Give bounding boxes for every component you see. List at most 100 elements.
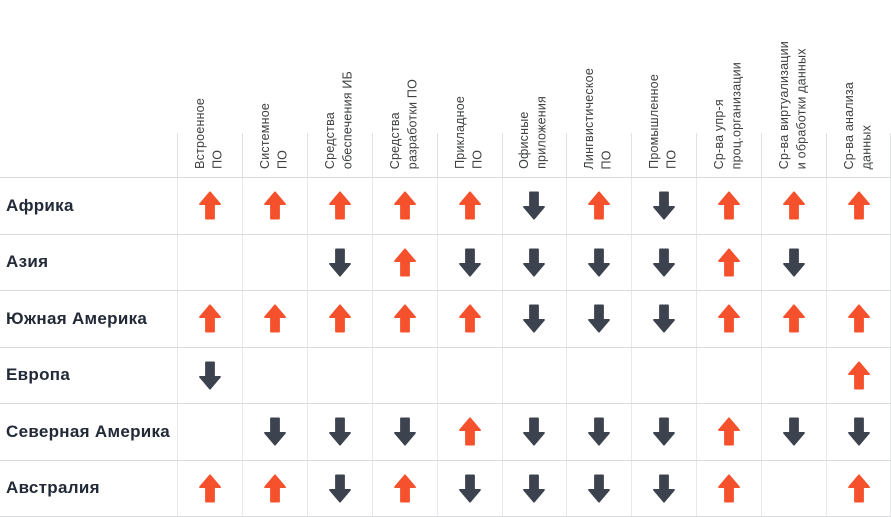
trend-cell <box>761 460 826 516</box>
column-header: Встроенное ПО <box>177 0 242 177</box>
column-header-label: Средства обеспечения ИБ <box>322 70 355 169</box>
trend-cell <box>306 404 372 460</box>
trend-down-arrow-icon <box>328 474 351 503</box>
trend-cell <box>501 460 567 516</box>
trend-up-arrow-icon <box>718 417 741 446</box>
column-header: Ср-ва упр-я проц.организации <box>696 0 761 177</box>
column-header-label: Встроенное ПО <box>192 98 225 169</box>
trend-up-arrow-icon <box>199 304 221 333</box>
trend-cell <box>501 347 567 403</box>
trend-cell <box>826 178 891 234</box>
trend-cell <box>241 234 307 290</box>
trend-up-arrow-icon <box>393 474 416 503</box>
column-header: Ср-ва виртуализации и обработки данных <box>761 0 826 177</box>
trend-up-arrow-icon <box>783 304 805 333</box>
column-header-label: Промышленное ПО <box>647 74 679 169</box>
column-header-label: Ср-ва виртуализации и обработки данных <box>777 40 809 169</box>
trend-cell <box>306 460 372 516</box>
trend-up-arrow-icon <box>263 474 286 503</box>
trend-cell <box>371 404 437 460</box>
trend-cell <box>371 347 437 403</box>
column-header: Офисные приложения <box>501 0 567 177</box>
trend-cell <box>826 234 891 290</box>
column-header: Средства обеспечения ИБ <box>306 0 372 177</box>
trend-down-arrow-icon <box>458 474 481 503</box>
trend-cell <box>566 234 631 290</box>
trend-down-arrow-icon <box>783 248 805 277</box>
trend-cell <box>371 178 437 234</box>
trend-up-arrow-icon <box>718 474 741 503</box>
trend-cell <box>177 234 242 290</box>
column-header: Промышленное ПО <box>631 0 696 177</box>
matrix-body: Африка Азия Южная Америка Европа Северная Ам… <box>0 178 891 517</box>
trend-down-arrow-icon <box>328 248 351 277</box>
column-header-label: Лингвистическое ПО <box>582 67 614 169</box>
trend-up-arrow-icon <box>263 304 286 333</box>
trend-cell <box>566 460 631 516</box>
trend-up-arrow-icon <box>393 248 416 277</box>
trend-cell <box>696 178 761 234</box>
trend-down-arrow-icon <box>523 474 546 503</box>
corner-spacer <box>0 0 177 177</box>
trend-cell <box>566 347 631 403</box>
trend-cell <box>241 460 307 516</box>
trend-down-arrow-icon <box>588 248 611 277</box>
trend-up-arrow-icon <box>718 248 741 277</box>
trend-down-arrow-icon <box>588 474 611 503</box>
trend-cell <box>371 460 437 516</box>
trend-down-arrow-icon <box>523 248 546 277</box>
trend-cell <box>761 404 826 460</box>
trend-cell <box>631 347 696 403</box>
trend-cell <box>371 234 437 290</box>
column-header-label: Ср-ва упр-я проц.организации <box>712 61 744 169</box>
trend-cell <box>696 291 761 347</box>
column-header: Ср-ва анализа данных <box>826 0 891 177</box>
trend-cell <box>631 234 696 290</box>
trend-down-arrow-icon <box>653 417 676 446</box>
trend-up-arrow-icon <box>847 474 870 503</box>
trend-down-arrow-icon <box>393 417 416 446</box>
region-label: Австралия <box>6 478 100 498</box>
trend-down-arrow-icon <box>588 304 611 333</box>
trend-cell <box>177 404 242 460</box>
trend-cell <box>631 460 696 516</box>
trend-down-arrow-icon <box>847 417 870 446</box>
trend-cell <box>501 234 567 290</box>
trend-cell <box>501 404 567 460</box>
region-label: Северная Америка <box>6 421 171 441</box>
trend-up-arrow-icon <box>847 304 870 333</box>
trend-down-arrow-icon <box>653 191 676 220</box>
trend-cell <box>826 347 891 403</box>
column-header: Системное ПО <box>241 0 307 177</box>
trend-cell <box>436 460 502 516</box>
trend-down-arrow-icon <box>458 248 481 277</box>
trend-up-arrow-icon <box>847 361 870 390</box>
trend-cell <box>631 291 696 347</box>
trend-down-arrow-icon <box>199 361 221 390</box>
trend-down-arrow-icon <box>783 417 805 446</box>
trend-cell <box>306 178 372 234</box>
trend-up-arrow-icon <box>393 191 416 220</box>
region-label: Африка <box>6 195 74 215</box>
trend-up-arrow-icon <box>393 304 416 333</box>
table-row: Европа <box>0 347 891 404</box>
header-row: Встроенное ПО Системное ПО Средства обеспе… <box>0 0 891 178</box>
trend-cell <box>436 178 502 234</box>
trend-cell <box>696 347 761 403</box>
region-label: Азия <box>6 252 49 272</box>
trend-cell <box>501 178 567 234</box>
trend-up-arrow-icon <box>458 191 481 220</box>
table-row: Австралия <box>0 460 891 517</box>
trend-up-arrow-icon <box>458 304 481 333</box>
column-header-label: Офисные приложения <box>517 96 549 169</box>
trend-cell <box>436 291 502 347</box>
trend-cell <box>631 178 696 234</box>
trend-cell <box>177 178 242 234</box>
trend-down-arrow-icon <box>523 304 546 333</box>
trend-cell <box>826 291 891 347</box>
trend-cell <box>826 460 891 516</box>
trend-up-arrow-icon <box>847 191 870 220</box>
trend-up-arrow-icon <box>199 191 221 220</box>
trend-cell <box>436 404 502 460</box>
